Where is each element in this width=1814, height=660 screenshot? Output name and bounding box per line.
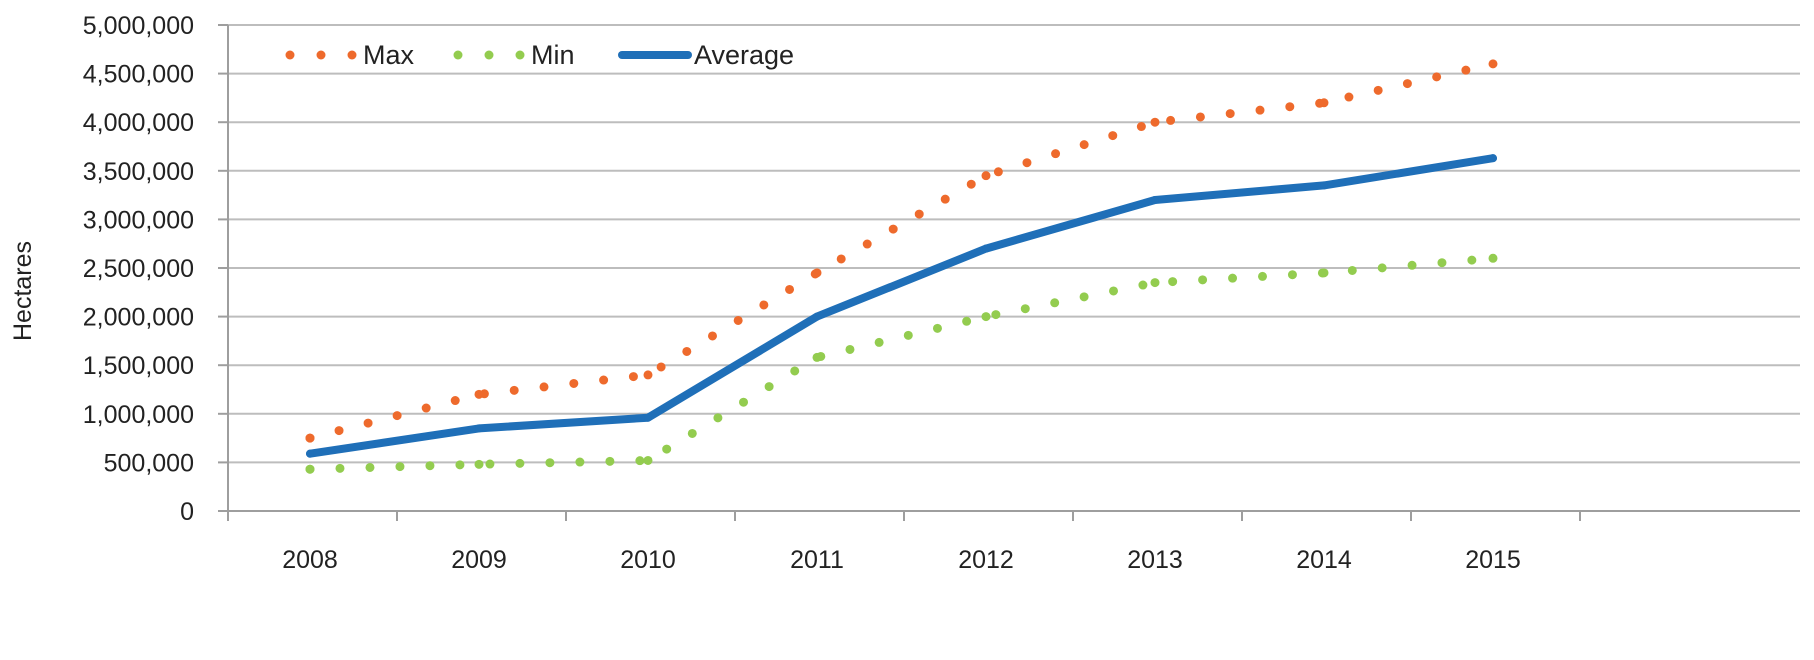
y-tick-label-3000000: 3,000,000 [83,206,194,234]
data-point-min-2009 [474,459,484,469]
x-tick-label-2011: 2011 [790,546,844,574]
y-tick-label-4500000: 4,500,000 [83,61,194,89]
data-point-average-2010 [644,413,652,422]
x-axis: 2008 2009 2010 2011 2012 2013 2014 2015 [227,510,1800,574]
data-point-min-2013 [1150,278,1160,288]
legend-swatch-max-1 [316,50,326,60]
legend-swatch-min-0 [453,50,463,60]
data-point-min-2014 [1319,268,1329,278]
legend-swatch-min-1 [484,50,494,60]
data-point-max-2014 [1319,98,1329,108]
data-point-max-2009 [474,389,484,399]
y-tick-label-5000000: 5,000,000 [83,12,194,40]
series-line-min [305,253,1498,474]
data-point-max-2011 [812,268,822,278]
x-tick-label-2008: 2008 [282,546,338,574]
x-tick-label-2015: 2015 [1465,546,1521,574]
data-point-min-2008 [305,464,315,474]
data-point-average-2008 [306,449,314,458]
legend: Max Min Average [285,40,794,70]
y-tick-label-4000000: 4,000,000 [83,109,194,137]
y-tick-label-2000000: 2,000,000 [83,304,194,332]
y-axis: 0 500,000 1,000,000 1,500,000 2,000,000 2,500… [83,12,229,526]
data-point-average-2011 [813,312,821,321]
legend-swatch-min-2 [515,50,525,60]
legend-label-average: Average [694,40,794,70]
series-layer [305,59,1498,474]
data-point-max-2012 [981,171,991,181]
legend-swatch-max-0 [285,50,295,60]
y-tick-label-1000000: 1,000,000 [83,401,194,429]
data-point-min-2011 [812,352,822,362]
y-tick-label-500000: 500,000 [104,449,194,477]
y-tick-label-1500000: 1,500,000 [83,352,194,380]
data-point-average-2015 [1489,154,1497,163]
data-point-max-2015 [1488,59,1498,69]
data-point-average-2013 [1151,195,1159,204]
grid-lines [228,24,1800,464]
data-point-min-2012 [981,312,991,322]
y-tick-label-2500000: 2,500,000 [83,255,194,283]
legend-label-max: Max [363,40,415,70]
x-tick-label-2013: 2013 [1127,546,1183,574]
legend-label-min: Min [531,40,575,70]
y-tick-label-3500000: 3,500,000 [83,158,194,186]
x-tick-label-2014: 2014 [1296,546,1352,574]
y-tick-label-0: 0 [180,498,194,526]
legend-swatch-max-2 [347,50,357,60]
x-tick-label-2010: 2010 [620,546,676,574]
x-tick-label-2009: 2009 [451,546,507,574]
data-point-average-2014 [1320,181,1328,190]
series-line-max [305,59,1498,443]
series-line-average [306,154,1497,458]
x-tick-label-2012: 2012 [958,546,1014,574]
data-point-max-2010 [643,370,653,380]
data-point-max-2008 [305,433,315,443]
data-point-max-2013 [1150,117,1160,127]
data-point-min-2015 [1488,253,1498,263]
data-point-average-2009 [475,424,483,433]
data-point-average-2012 [982,244,990,253]
y-axis-title: Hectares [9,241,37,341]
data-point-min-2010 [643,455,653,465]
